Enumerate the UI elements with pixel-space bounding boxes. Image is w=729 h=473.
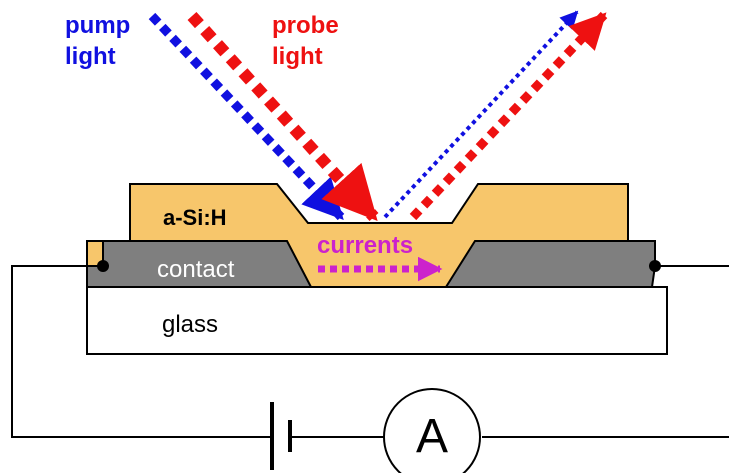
pump-label-line1: pump	[65, 12, 130, 39]
probe-beam-reflected	[409, 11, 608, 221]
ammeter-label: A	[416, 410, 448, 463]
right-terminal-dot	[649, 260, 661, 272]
pump-beam-incoming	[148, 12, 345, 221]
ammeter-icon: A	[383, 388, 481, 473]
left-wire	[11, 265, 270, 438]
battery-icon	[270, 402, 292, 470]
left-terminal-dot	[97, 260, 109, 272]
contact-right	[444, 240, 656, 288]
currents-label: currents	[317, 232, 413, 259]
film-label: a-Si:H	[163, 205, 227, 230]
probe-beam-incoming	[187, 11, 379, 222]
pump-label-line2: light	[65, 43, 116, 70]
probe-label-line1: probe	[272, 12, 339, 39]
circuit	[11, 265, 729, 438]
glass-label: glass	[162, 311, 218, 338]
probe-label-line2: light	[272, 43, 323, 70]
contact-label: contact	[157, 256, 235, 283]
pump-beam-reflected	[383, 10, 579, 219]
